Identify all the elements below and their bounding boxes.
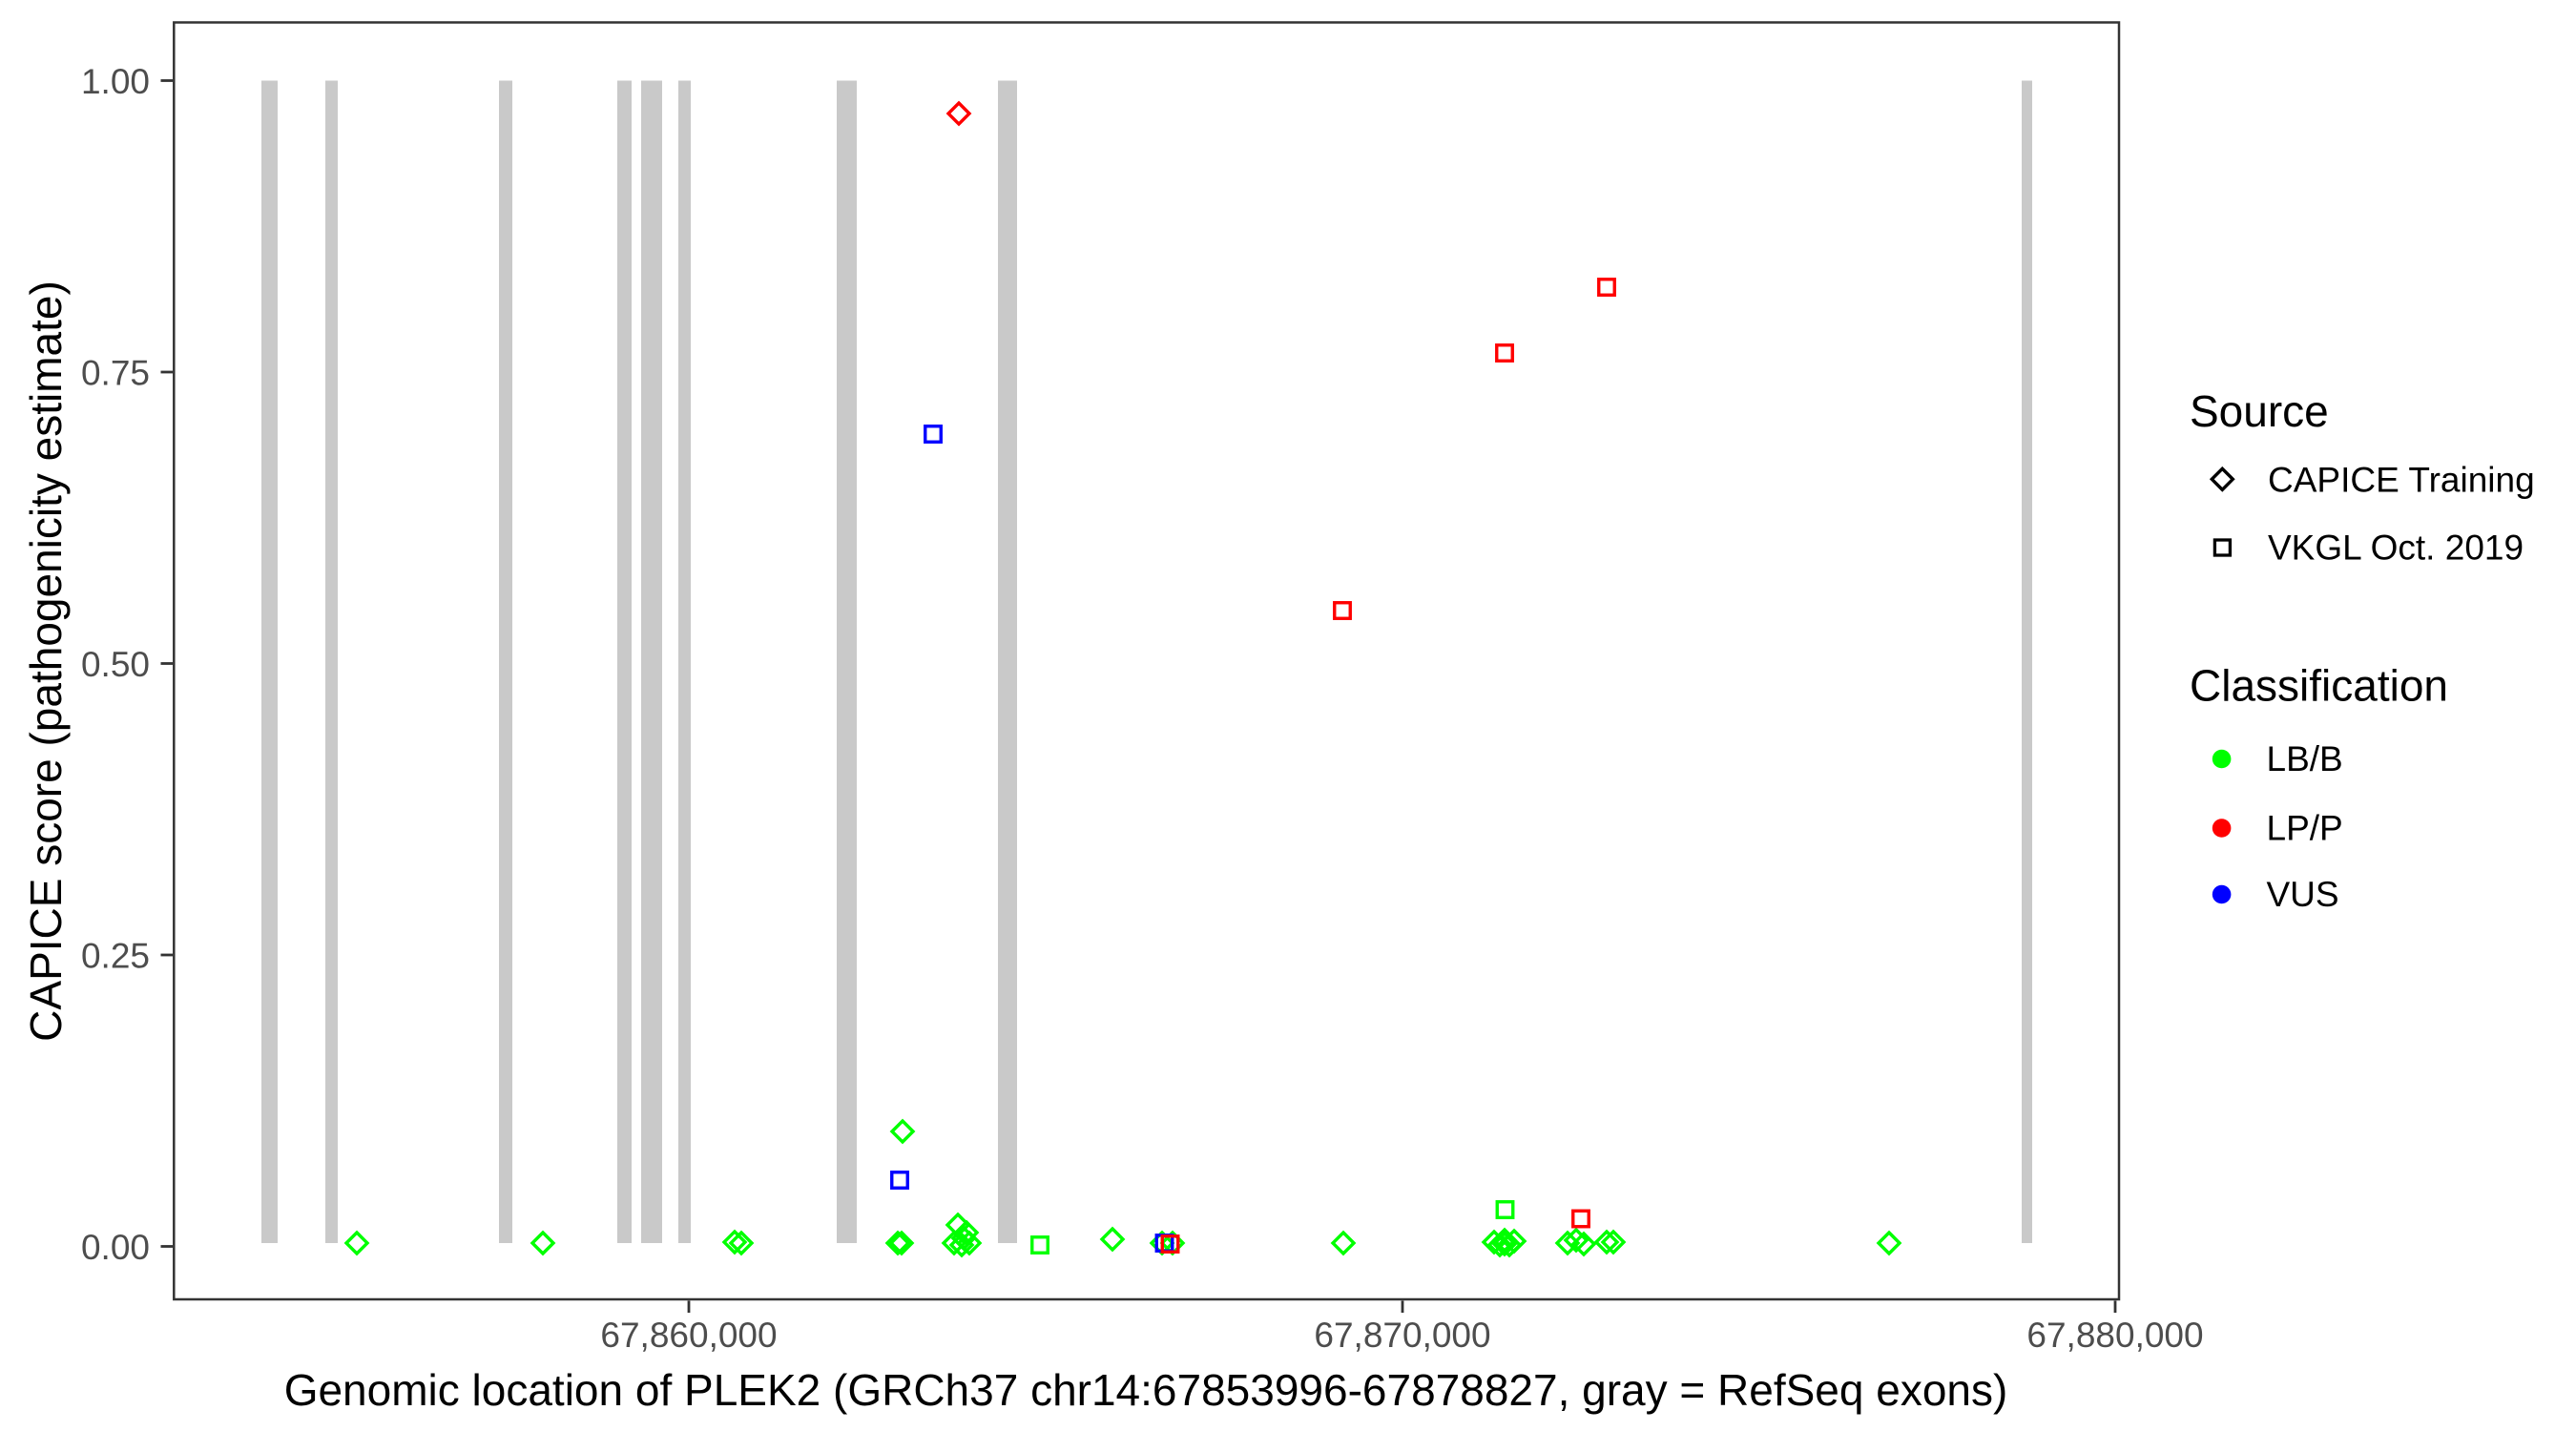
svg-text:0.50: 0.50 [81,645,150,684]
svg-text:VKGL Oct. 2019: VKGL Oct. 2019 [2268,529,2524,568]
svg-text:Source: Source [2190,386,2329,436]
svg-text:67,860,000: 67,860,000 [600,1316,777,1355]
svg-text:67,880,000: 67,880,000 [2026,1316,2203,1355]
svg-text:67,870,000: 67,870,000 [1314,1316,1490,1355]
svg-text:Classification: Classification [2190,661,2448,711]
svg-text:0.00: 0.00 [81,1228,150,1267]
svg-text:LB/B: LB/B [2267,739,2343,778]
svg-text:LP/P: LP/P [2267,809,2343,848]
svg-text:1.00: 1.00 [81,62,150,101]
svg-text:CAPICE score (pathogenicity es: CAPICE score (pathogenicity estimate) [21,280,71,1042]
svg-text:CAPICE Training: CAPICE Training [2268,461,2535,500]
svg-text:VUS: VUS [2267,875,2339,914]
svg-text:Genomic location of PLEK2 (GRC: Genomic location of PLEK2 (GRCh37 chr14:… [284,1365,2008,1415]
svg-text:0.75: 0.75 [81,354,150,393]
svg-text:0.25: 0.25 [81,937,150,976]
